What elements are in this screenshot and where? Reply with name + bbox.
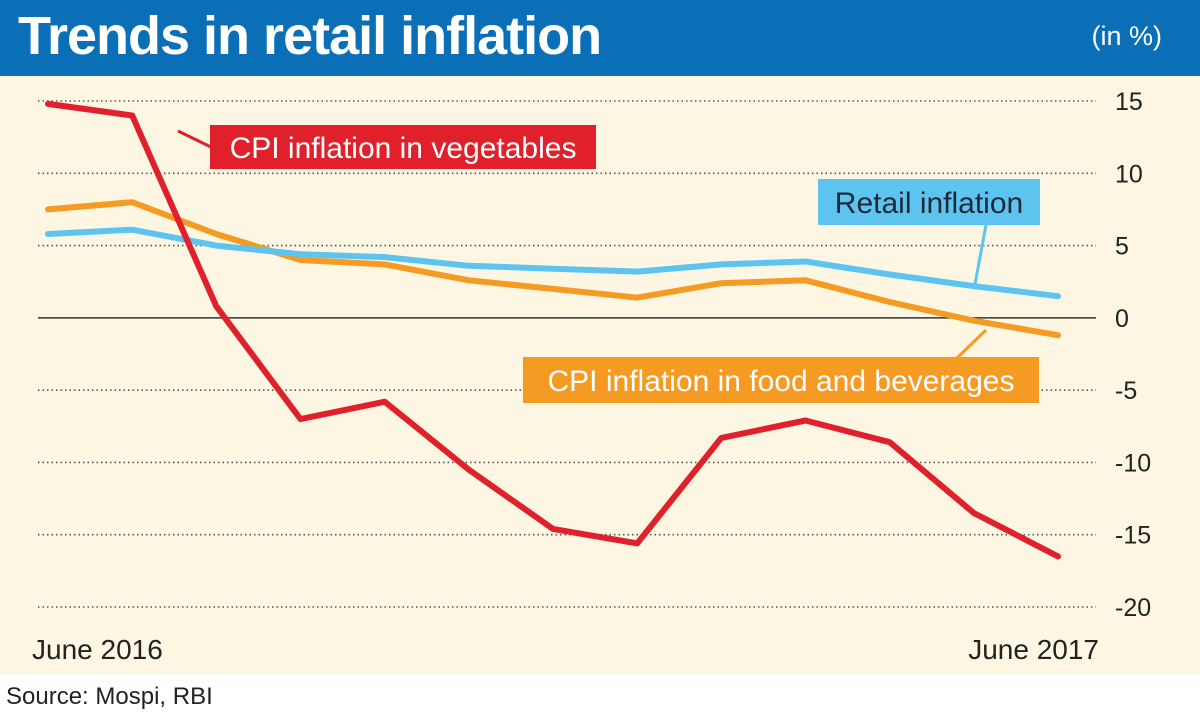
y-tick-label: -10: [1115, 449, 1151, 477]
retail-inflation-label: Retail inflation: [818, 179, 1040, 285]
callout-box: [523, 357, 1039, 403]
y-tick-label: -15: [1115, 522, 1151, 550]
vegetables-label: CPI inflation in vegetables: [177, 125, 596, 169]
y-tick-label: 0: [1115, 305, 1129, 333]
x-tick-label: June 2017: [968, 634, 1099, 665]
line-chart: 15 10 5 0 -5 -10 -15 -20 June 2016 June 2017 CPI…: [32, 88, 1151, 665]
y-tick-label: -20: [1115, 594, 1151, 622]
vegetables-line: [45, 100, 1061, 560]
retail-inflation-line: [45, 226, 1061, 300]
callout-text: Retail inflation: [835, 187, 1023, 220]
series-labels: CPI inflation in vegetables Retail inflat…: [177, 125, 1040, 403]
chart-panel: 15 10 5 0 -5 -10 -15 -20 June 2016 June 2017 CPI…: [0, 76, 1200, 674]
y-tick-label: 5: [1115, 233, 1129, 261]
callout-text: CPI inflation in vegetables: [230, 132, 577, 165]
series-lines: [45, 100, 1061, 560]
y-tick-label: 15: [1115, 88, 1143, 116]
chart-title: Trends in retail inflation: [18, 6, 602, 66]
food-beverages-line: [45, 199, 1061, 339]
callout-box: [818, 179, 1040, 225]
food-beverages-label: CPI inflation in food and beverages: [523, 328, 1039, 403]
callout-leader: [177, 129, 214, 150]
callout-leader: [954, 328, 988, 361]
x-tick-label: June 2016: [32, 634, 163, 665]
source-note: Source: Mospi, RBI: [6, 683, 213, 710]
y-axis-ticks: 15 10 5 0 -5 -10 -15 -20: [1115, 88, 1151, 622]
callout-text: CPI inflation in food and beverages: [548, 365, 1015, 398]
callout-box: [210, 125, 596, 169]
header-bar: Trends in retail inflation (in %): [0, 0, 1200, 76]
y-tick-label: 10: [1115, 160, 1143, 188]
unit-label: (in %): [1091, 21, 1162, 51]
y-tick-label: -5: [1115, 377, 1137, 405]
callout-leader: [973, 224, 988, 285]
x-axis-ticks: June 2016 June 2017: [32, 634, 1099, 665]
